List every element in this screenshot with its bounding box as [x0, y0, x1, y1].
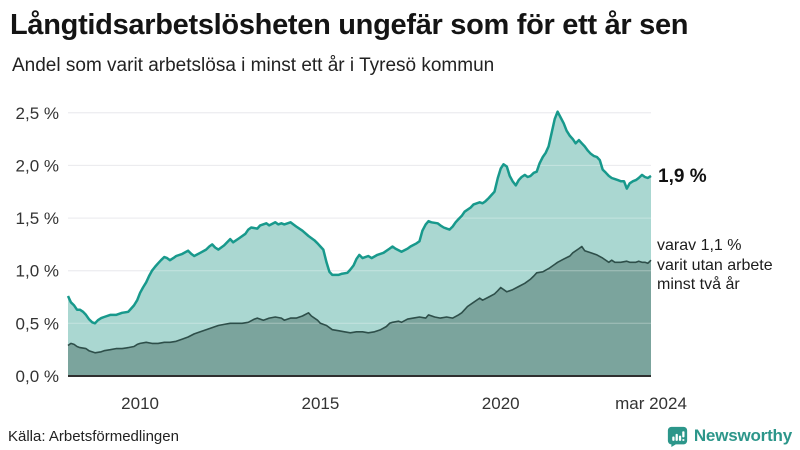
x-tick-label: mar 2024: [615, 394, 687, 413]
y-tick-label: 0,5 %: [16, 314, 59, 333]
source-label: Källa: Arbetsförmedlingen: [8, 427, 179, 445]
newsworthy-wordmark: Newsworthy: [693, 426, 792, 445]
x-tick-label: 2020: [482, 394, 520, 413]
x-tick-label: 2010: [121, 394, 159, 413]
secondary-value-label: varav 1,1 % varit utan arbete minst två …: [657, 237, 773, 294]
y-tick-label: 0,0 %: [16, 367, 59, 386]
chart-footer: Källa: Arbetsförmedlingen Newsworthy: [0, 422, 800, 450]
y-tick-label: 2,0 %: [16, 156, 59, 175]
area-chart-canvas: 0,0 % 0,5 % 1,0 % 1,5 % 2,0 % 2,5 % 2010 2015 20…: [16, 104, 687, 413]
y-tick-label: 1,5 %: [16, 209, 59, 228]
line-unemployed-2yr: [67, 245, 652, 354]
y-tick-label: 2,5 %: [16, 104, 59, 123]
line-unemployed-1yr: [66, 110, 652, 325]
latest-value-label: 1,9 %: [658, 166, 707, 187]
newsworthy-logo[interactable]: Newsworthy: [667, 426, 792, 447]
chart-subtitle: Andel som varit arbetslösa i minst ett å…: [12, 54, 495, 76]
chart-area: 0,0 % 0,5 % 1,0 % 1,5 % 2,0 % 2,5 % 2010 2015 20…: [0, 96, 800, 416]
x-tick-label: 2015: [301, 394, 339, 413]
newsworthy-chart-bubble-icon: [667, 426, 688, 447]
page-title: Långtidsarbetslösheten ungefär som för e…: [10, 9, 689, 41]
area-unemployed-2yr: [68, 246, 651, 376]
y-tick-label: 1,0 %: [16, 262, 59, 281]
